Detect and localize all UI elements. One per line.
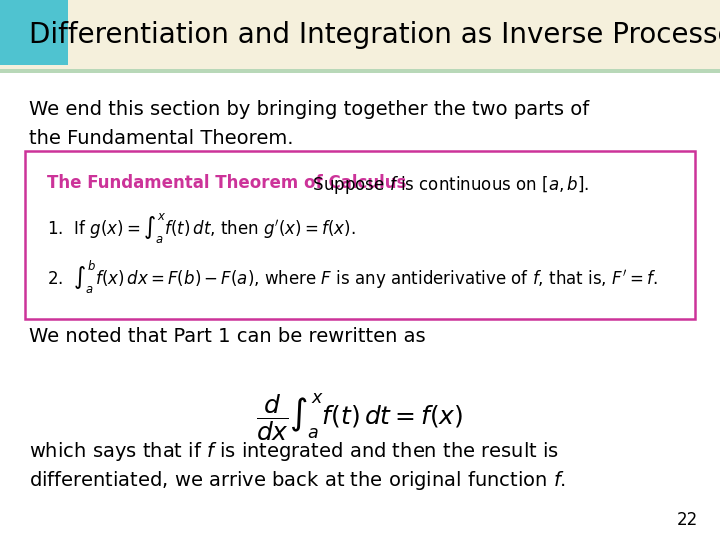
Text: which says that if $f$ is integrated and then the result is: which says that if $f$ is integrated and… [29,440,559,463]
FancyBboxPatch shape [0,0,720,73]
Text: 1.  If $g(x) = \int_a^x f(t)\, dt$, then $g'(x) = f(x)$.: 1. If $g(x) = \int_a^x f(t)\, dt$, then … [47,211,356,245]
Text: Differentiation and Integration as Inverse Processes: Differentiation and Integration as Inver… [29,21,720,49]
Text: We noted that Part 1 can be rewritten as: We noted that Part 1 can be rewritten as [29,327,426,346]
FancyBboxPatch shape [25,151,695,319]
Bar [0,0,68,65]
Text: differentiated, we arrive back at the original function $f$.: differentiated, we arrive back at the or… [29,469,566,492]
Text: the Fundamental Theorem.: the Fundamental Theorem. [29,129,293,147]
Text: 2.  $\int_a^b f(x)\, dx = F(b) - F(a)$, where $F$ is any antiderivative of $f$, : 2. $\int_a^b f(x)\, dx = F(b) - F(a)$, w… [47,259,657,296]
Text: $\dfrac{d}{dx} \int_a^x f(t)\, dt = f(x)$: $\dfrac{d}{dx} \int_a^x f(t)\, dt = f(x)… [256,392,464,443]
Bar [0,69,720,73]
Text: 22: 22 [677,511,698,529]
Text: The Fundamental Theorem of Calculus: The Fundamental Theorem of Calculus [47,174,406,192]
Text: We end this section by bringing together the two parts of: We end this section by bringing together… [29,100,589,119]
Text: Suppose $f$ is continuous on $[a, b]$.: Suppose $f$ is continuous on $[a, b]$. [302,174,590,197]
